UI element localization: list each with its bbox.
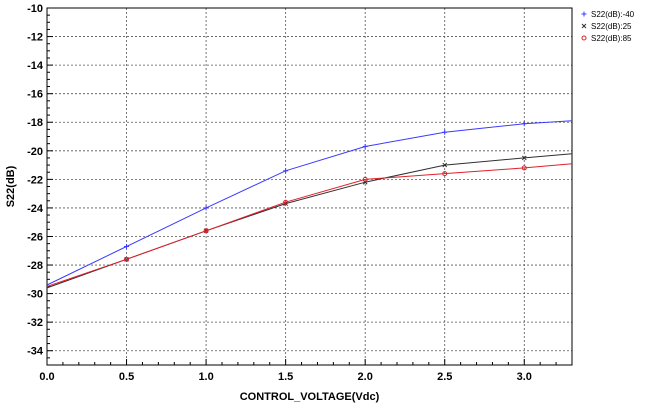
series-point-1 xyxy=(203,205,209,211)
x-tick-label: 2.5 xyxy=(437,371,452,383)
y-tick-label: -20 xyxy=(27,146,43,158)
series-point-1 xyxy=(283,168,289,174)
plot-area-frame xyxy=(46,7,573,366)
series-point-3 xyxy=(521,165,527,171)
y-tick-label: -12 xyxy=(27,32,43,44)
x-tick-labels: 0.0 0.5 1.0 1.5 2.0 2.5 3.0 xyxy=(39,371,532,383)
series-point-2 xyxy=(442,162,448,168)
y-tick-label: -16 xyxy=(27,89,43,101)
grid xyxy=(47,7,572,365)
series-point-1 xyxy=(442,129,448,135)
series-line-1 xyxy=(46,120,573,286)
legend-marker-1 xyxy=(581,11,587,17)
x-tick-label: 0.0 xyxy=(39,371,54,383)
y-tick-label: -26 xyxy=(27,231,43,243)
legend-entry-3: S22(dB):85 xyxy=(591,34,632,43)
series-point-1 xyxy=(124,243,130,249)
legend-entry-2: S22(dB):25 xyxy=(591,22,632,31)
y-tick-label: -34 xyxy=(27,346,44,358)
x-tick-label: 1.5 xyxy=(278,371,293,383)
x-tick-label: 0.5 xyxy=(119,371,134,383)
series-line-3 xyxy=(46,163,573,287)
y-tick-label: -32 xyxy=(27,317,43,329)
y-axis-title: S22(dB) xyxy=(5,165,17,207)
legend-entry-1: S22(dB):-40 xyxy=(591,10,635,19)
x-tick-label: 2.0 xyxy=(358,371,373,383)
series-point-3 xyxy=(362,176,368,182)
y-tick-label: -18 xyxy=(27,117,43,129)
x-axis-title: CONTROL_VOLTAGE(Vdc) xyxy=(240,391,380,403)
series-lines xyxy=(46,120,573,289)
series-point-3 xyxy=(124,256,130,262)
series-line-2 xyxy=(46,153,573,289)
series-point-1 xyxy=(521,121,527,127)
axis-ticks xyxy=(47,14,557,365)
series-point-3 xyxy=(283,199,289,205)
y-tick-label: -28 xyxy=(27,260,43,272)
legend-marker-2 xyxy=(581,23,587,29)
y-tick-labels: -10 -12 -14 -16 -18 -20 -22 -24 -26 -28 -30 -32 -34 xyxy=(27,3,44,358)
y-tick-label: -22 xyxy=(27,174,43,186)
y-tick-label: -14 xyxy=(27,60,44,72)
y-tick-label: -24 xyxy=(27,203,44,215)
y-tick-label: -10 xyxy=(27,3,43,15)
series-point-2 xyxy=(521,155,527,161)
y-tick-label: -30 xyxy=(27,289,43,301)
series-point-3 xyxy=(442,171,448,177)
legend-marker-3 xyxy=(581,35,587,41)
x-tick-label: 1.0 xyxy=(198,371,213,383)
series-point-3 xyxy=(203,228,209,234)
x-tick-label: 3.0 xyxy=(517,371,532,383)
series-point-1 xyxy=(362,144,368,150)
legend: S22(dB):-40 S22(dB):25 S22(dB):85 xyxy=(581,10,635,43)
